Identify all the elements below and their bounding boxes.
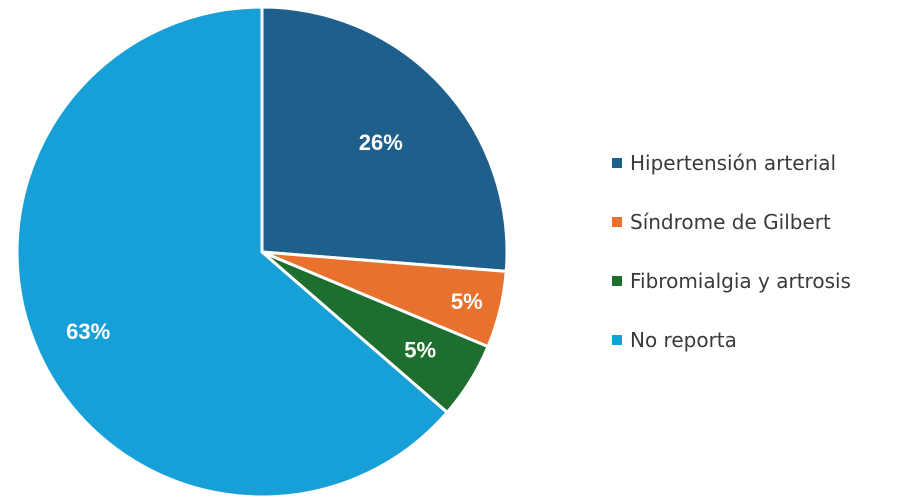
pie-slice-4 (15, 5, 449, 496)
legend-label: No reporta (630, 327, 737, 352)
legend-item: No reporta (612, 325, 851, 354)
slice-label-2: 5% (451, 289, 483, 314)
pie-slices (15, 5, 509, 496)
legend-swatch (612, 334, 622, 345)
legend-swatch (612, 157, 622, 168)
legend-swatch (612, 275, 622, 286)
legend-item: Fibromialgia y artrosis (612, 266, 851, 295)
legend-label: Hipertensión arterial (630, 150, 837, 175)
legend: Hipertensión arterial Síndrome de Gilbert… (612, 148, 851, 384)
legend-label: Fibromialgia y artrosis (630, 268, 851, 293)
slice-label-3: 5% (404, 338, 436, 363)
slice-label-1: 26% (359, 130, 403, 155)
pie-slice-1 (260, 5, 509, 273)
legend-label: Síndrome de Gilbert (630, 209, 831, 234)
legend-item: Hipertensión arterial (612, 148, 851, 177)
slice-labels: 26% 5% 5% 63% (66, 130, 483, 363)
slice-label-4: 63% (66, 319, 110, 344)
legend-swatch (612, 216, 622, 227)
legend-item: Síndrome de Gilbert (612, 207, 851, 236)
